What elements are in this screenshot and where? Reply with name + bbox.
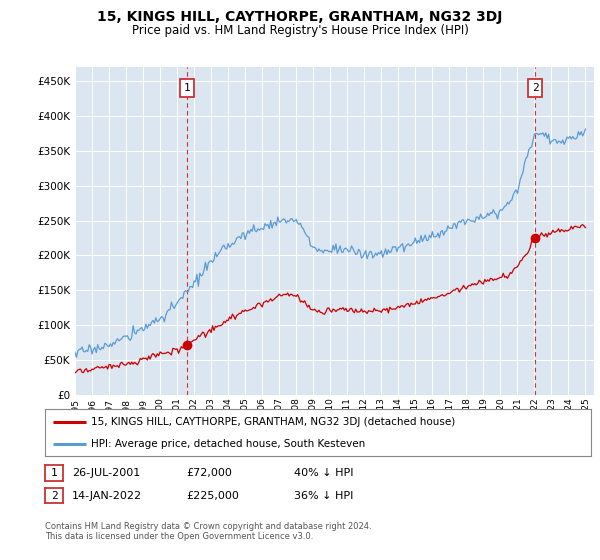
Text: 36% ↓ HPI: 36% ↓ HPI <box>294 491 353 501</box>
Text: HPI: Average price, detached house, South Kesteven: HPI: Average price, detached house, Sout… <box>91 438 365 449</box>
Text: Price paid vs. HM Land Registry's House Price Index (HPI): Price paid vs. HM Land Registry's House … <box>131 24 469 36</box>
Text: 1: 1 <box>50 468 58 478</box>
Text: 2: 2 <box>532 83 538 93</box>
Text: Contains HM Land Registry data © Crown copyright and database right 2024.
This d: Contains HM Land Registry data © Crown c… <box>45 522 371 542</box>
Text: 14-JAN-2022: 14-JAN-2022 <box>72 491 142 501</box>
Text: 26-JUL-2001: 26-JUL-2001 <box>72 468 140 478</box>
Text: 15, KINGS HILL, CAYTHORPE, GRANTHAM, NG32 3DJ (detached house): 15, KINGS HILL, CAYTHORPE, GRANTHAM, NG3… <box>91 417 455 427</box>
Text: 15, KINGS HILL, CAYTHORPE, GRANTHAM, NG32 3DJ: 15, KINGS HILL, CAYTHORPE, GRANTHAM, NG3… <box>97 10 503 24</box>
Text: 1: 1 <box>184 83 190 93</box>
Text: £72,000: £72,000 <box>186 468 232 478</box>
Text: £225,000: £225,000 <box>186 491 239 501</box>
Text: 40% ↓ HPI: 40% ↓ HPI <box>294 468 353 478</box>
Text: 2: 2 <box>50 491 58 501</box>
